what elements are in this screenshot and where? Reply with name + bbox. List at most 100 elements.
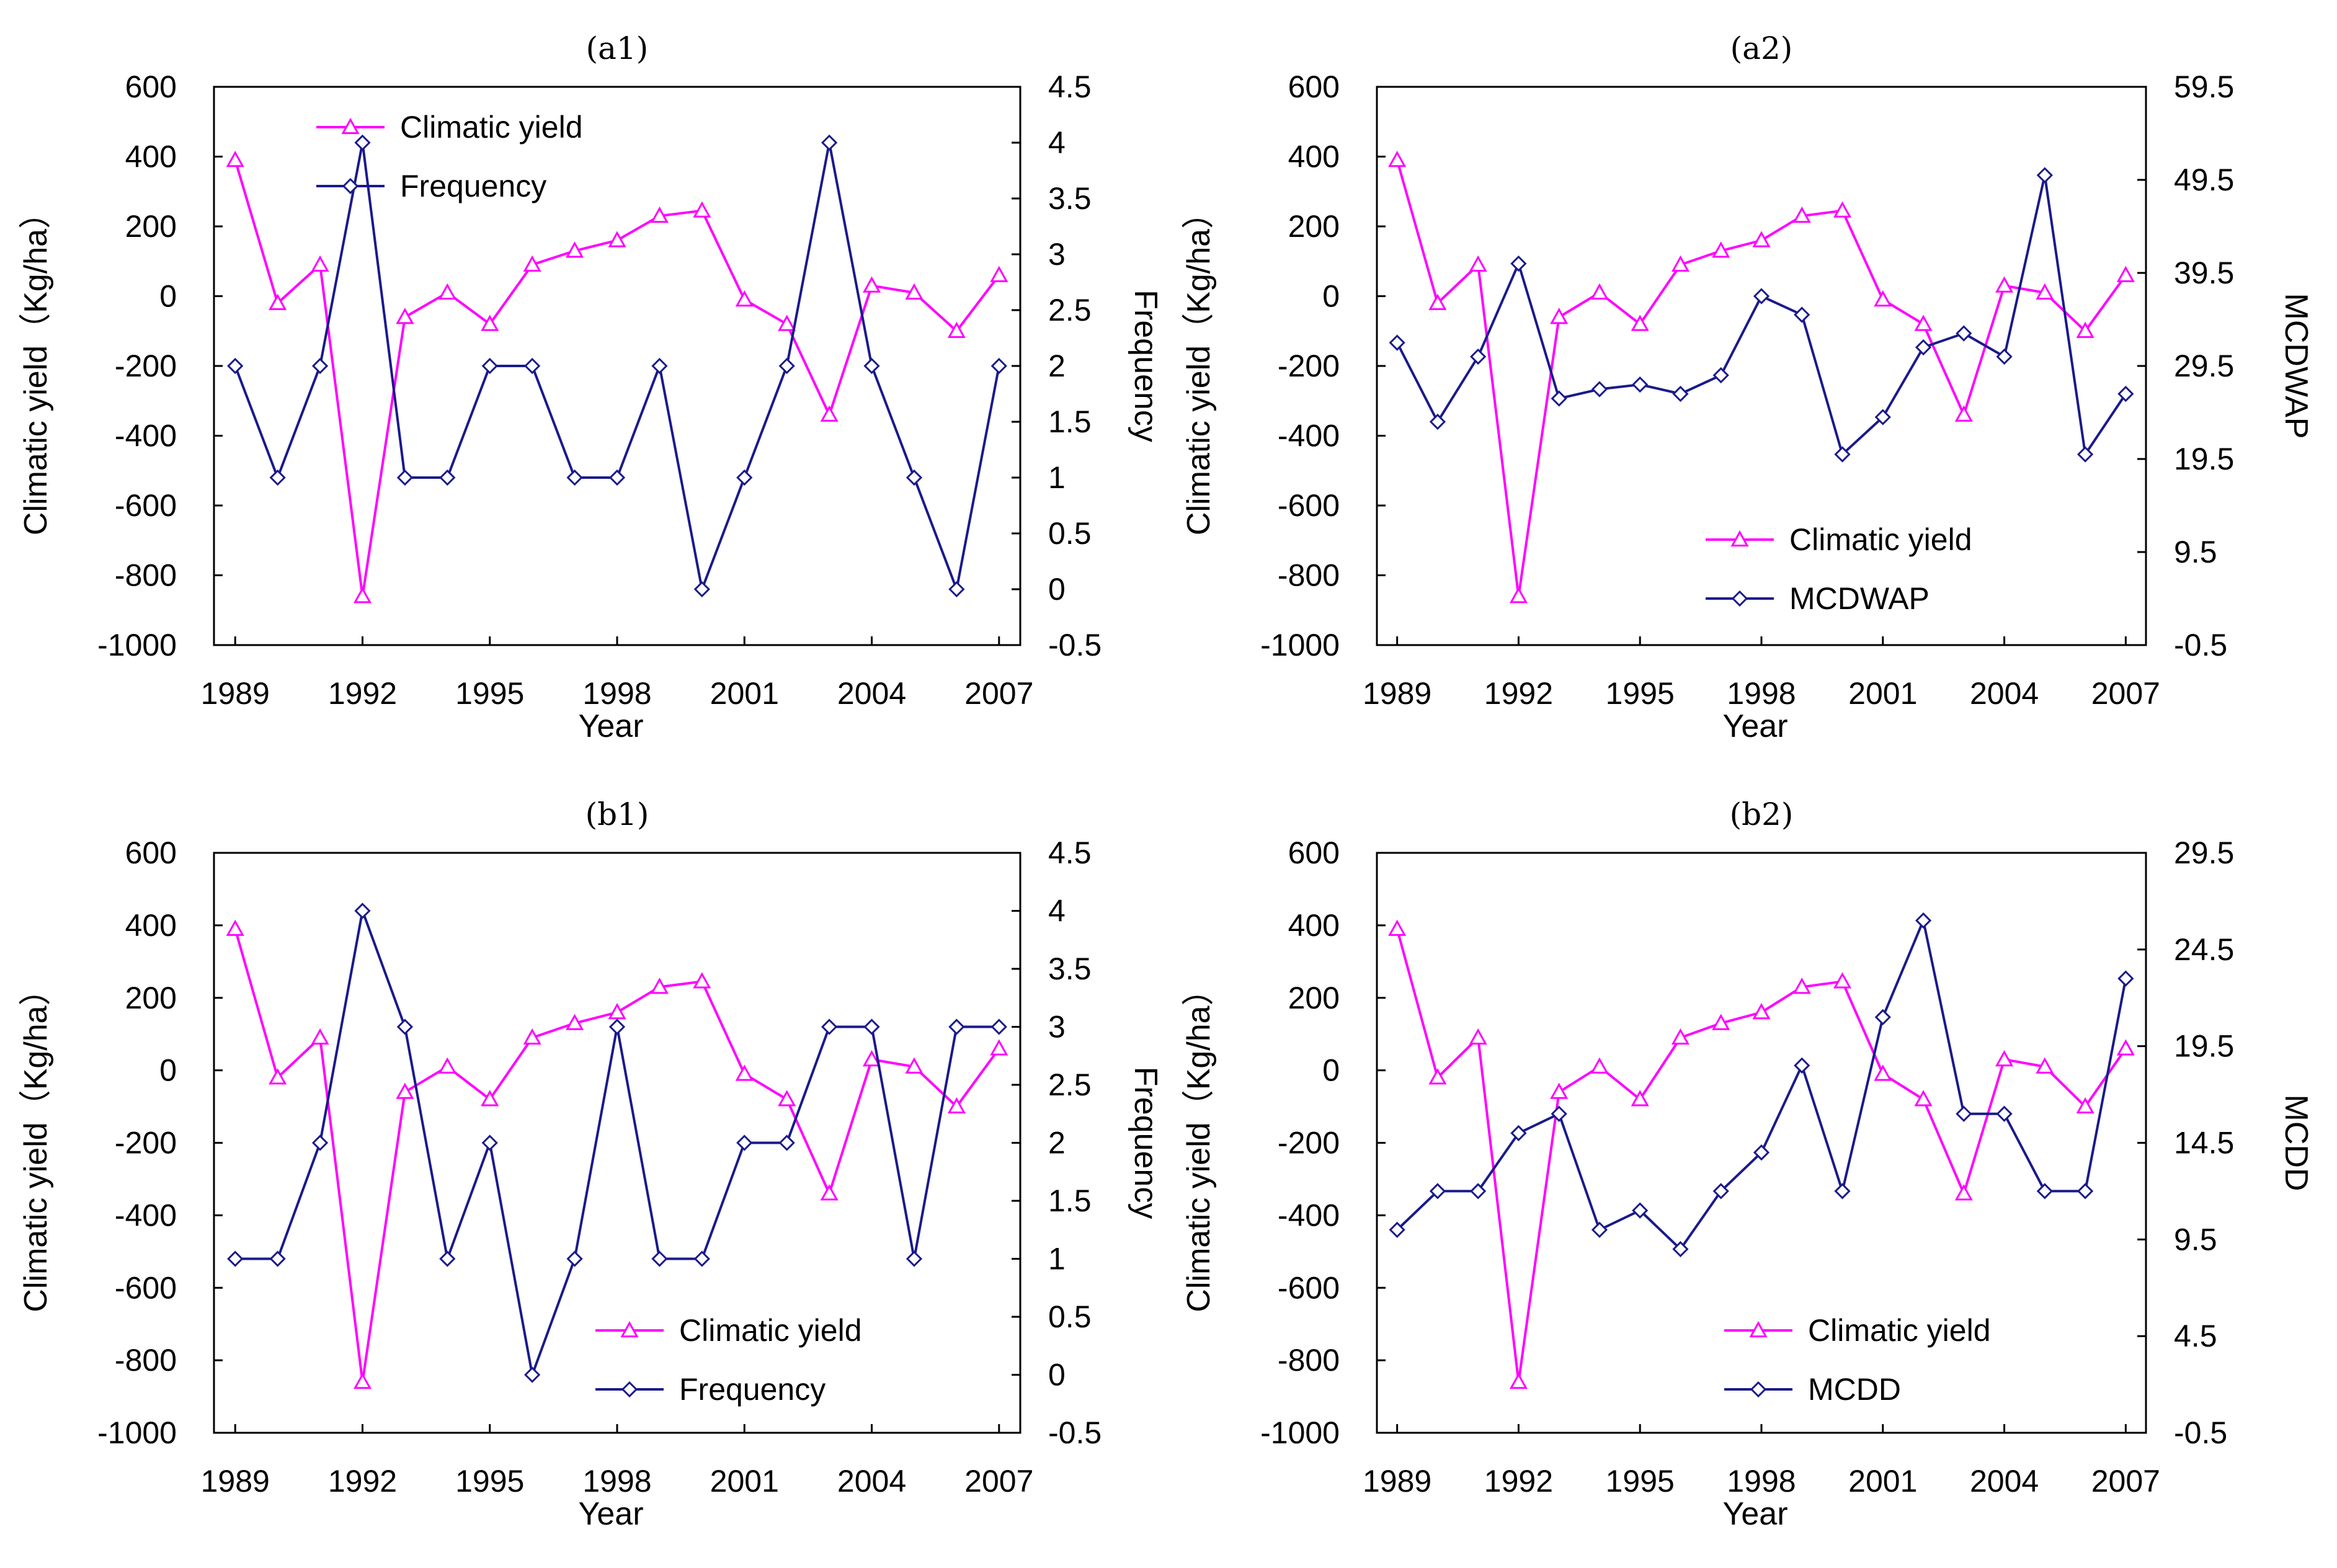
plot-frame [1376, 852, 2147, 1434]
y-tick-label: -200 [1278, 349, 1340, 383]
point-climatic-yield [947, 321, 966, 338]
y2-tick-label: -0.5 [1048, 628, 1102, 662]
y2-tick-label: 4 [1048, 125, 1066, 160]
x-tick-label: 2007 [964, 1464, 1033, 1499]
point-frequency [863, 1018, 880, 1035]
x-tick-label: 1992 [1484, 676, 1553, 711]
y-tick-label: 400 [125, 140, 177, 174]
y2-tick-label: 3.5 [1048, 181, 1092, 216]
legend-marker-frequency [621, 1381, 638, 1398]
y2-tick-label: 14.5 [2174, 1126, 2234, 1160]
x-tick-label: 1995 [455, 1464, 524, 1499]
y-tick-label: -200 [115, 1126, 177, 1160]
legend-label-climatic-yield: Climatic yield [1808, 1313, 1991, 1348]
x-tick-label: 1995 [1606, 1464, 1675, 1499]
point-climatic-yield [608, 1003, 626, 1020]
x-tick-label: 2001 [1848, 676, 1917, 711]
point-climatic-yield [2036, 1057, 2054, 1074]
x-tick-label: 2007 [964, 676, 1033, 711]
panel-title: (a1) [586, 30, 649, 66]
x-tick-label: 2001 [710, 676, 779, 711]
panel-title: (b1) [585, 796, 649, 832]
point-frequency [990, 357, 1007, 375]
point-climatic-yield [1712, 1013, 1730, 1030]
y2-tick-label: 1 [1048, 1242, 1066, 1276]
point-climatic-yield [1752, 1003, 1771, 1020]
point-frequency [821, 1018, 838, 1035]
point-mcdd [2117, 970, 2134, 987]
y-tick-label: -800 [115, 558, 177, 593]
legend-label-mcdwap: MCDWAP [1789, 581, 1930, 616]
y2-tick-label: 3.5 [1048, 951, 1092, 986]
point-climatic-yield [990, 265, 1008, 282]
point-mcdd [1389, 1221, 1405, 1238]
y-tick-label: 0 [159, 279, 177, 314]
point-frequency [863, 357, 880, 375]
y2-tick-label: 59.5 [2174, 69, 2234, 104]
point-mcdwap [2117, 385, 2134, 403]
y-tick-label: -1000 [97, 1415, 177, 1450]
legend-marker-mcdd [1750, 1381, 1767, 1398]
y-tick-label: -200 [115, 349, 177, 383]
point-climatic-yield [1631, 314, 1649, 331]
point-mcdwap [1510, 255, 1527, 272]
series-line-climatic-yield [234, 929, 1000, 1383]
plot-frame [213, 86, 1022, 646]
point-climatic-yield [1833, 972, 1852, 989]
plot-frame [1376, 86, 2147, 646]
x-tick-label: 1998 [1727, 676, 1796, 711]
y2-tick-label: -0.5 [2174, 1415, 2227, 1450]
point-climatic-yield [947, 1097, 966, 1114]
point-climatic-yield [1792, 207, 1811, 223]
x-tick-label: 1995 [455, 676, 524, 711]
y-tick-label: -1000 [1260, 1415, 1340, 1450]
point-frequency [990, 1018, 1007, 1035]
point-frequency [396, 1018, 414, 1035]
y2-tick-label: 4.5 [1048, 835, 1092, 870]
y2-tick-label: 19.5 [2174, 1029, 2234, 1064]
legend-label-climatic-yield: Climatic yield [679, 1313, 862, 1348]
point-climatic-yield [1631, 1090, 1649, 1107]
x-tick-label: 1998 [1727, 1464, 1796, 1499]
y2-tick-label: 0 [1048, 1358, 1066, 1392]
point-mcdwap [1915, 339, 1932, 356]
point-climatic-yield [820, 1184, 839, 1201]
point-climatic-yield [1792, 978, 1811, 994]
point-frequency [524, 357, 541, 375]
y2-tick-label: 39.5 [2174, 256, 2234, 290]
x-tick-label: 1989 [1363, 676, 1431, 711]
point-mcdwap [1429, 413, 1446, 430]
x-tick-label: 2004 [1970, 1464, 2039, 1499]
series-line-frequency [235, 906, 999, 1380]
y-axis-label: Climatic yield（Kg/ha） [1181, 973, 1217, 1312]
point-climatic-yield [1469, 255, 1487, 272]
y-tick-label: -400 [115, 419, 177, 453]
legend-label-mcdd: MCDD [1808, 1372, 1901, 1407]
point-climatic-yield [269, 1068, 287, 1085]
y2-tick-label: 0.5 [1048, 1299, 1092, 1334]
point-climatic-yield [311, 255, 329, 272]
point-climatic-yield [269, 293, 287, 310]
point-frequency [778, 1134, 795, 1151]
point-mcdd [1632, 1202, 1649, 1219]
y2-tick-label: -0.5 [2174, 628, 2227, 662]
point-climatic-yield [2116, 265, 2135, 282]
point-mcdd [1874, 1009, 1891, 1026]
point-climatic-yield [2036, 283, 2054, 300]
plot-frame [213, 852, 1022, 1434]
point-mcdwap [1794, 306, 1810, 323]
x-axis-label: Year [1722, 708, 1787, 744]
legend-label-climatic-yield: Climatic yield [400, 110, 583, 145]
point-climatic-yield [1509, 1373, 1528, 1389]
y2-axis-label: Frequency [1128, 1067, 1164, 1219]
legend-marker-climatic-yield [1749, 1321, 1768, 1338]
y2-tick-label: 1.5 [1048, 404, 1092, 439]
x-tick-label: 2001 [710, 1464, 779, 1499]
y2-tick-label: 1 [1048, 460, 1066, 495]
x-tick-label: 1998 [582, 676, 651, 711]
legend-marker-climatic-yield [341, 117, 360, 135]
point-climatic-yield [438, 1057, 456, 1074]
x-tick-label: 1998 [582, 1464, 651, 1499]
point-frequency [311, 1134, 329, 1151]
x-tick-label: 1989 [1363, 1464, 1431, 1499]
